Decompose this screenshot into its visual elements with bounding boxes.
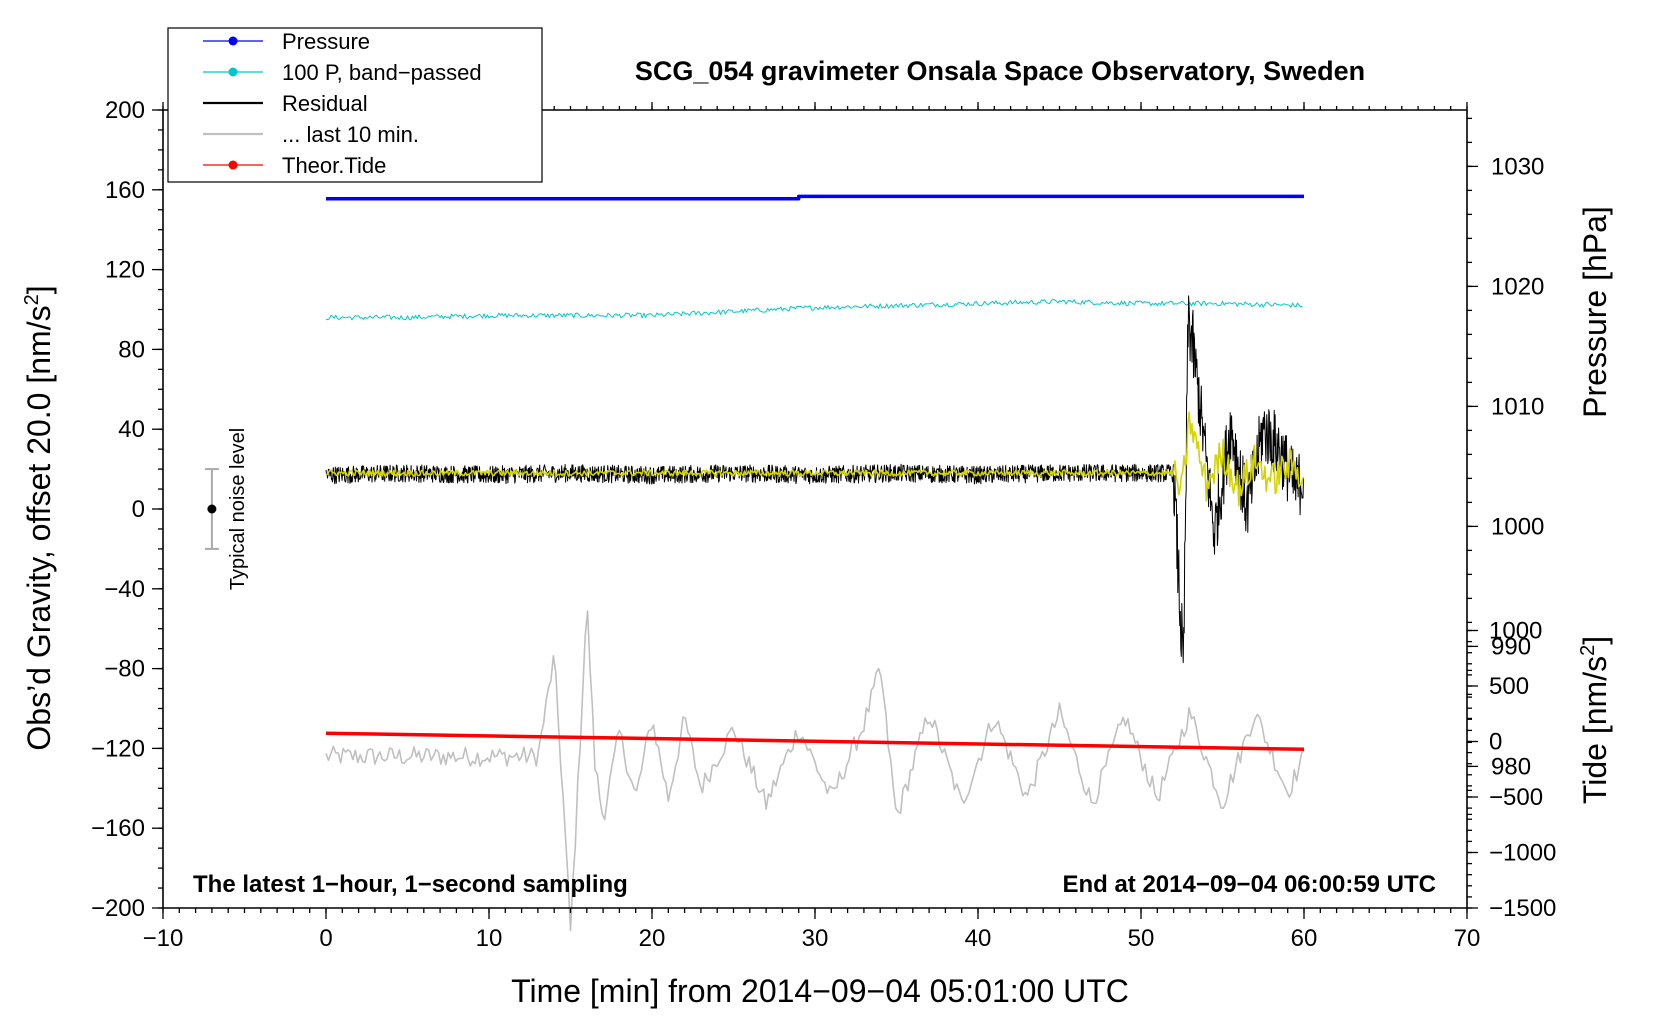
series-residual-filtered: [325, 411, 1305, 507]
y-tick-label: 80: [118, 336, 145, 363]
x-tick-label: 50: [1128, 925, 1155, 952]
x-tick-label: 30: [802, 925, 829, 952]
series-residual: [325, 295, 1304, 664]
legend-label: ... last 10 min.: [282, 122, 419, 147]
y-tick-label: 160: [105, 177, 145, 204]
y-axis-label-main-text: Obs’d Gravity, offset 20.0 [nm/s: [21, 305, 57, 750]
x-tick-label: 0: [319, 925, 332, 952]
legend-label: Residual: [282, 91, 368, 116]
y-tick-label: −80: [104, 656, 145, 683]
x-axis-label: Time [min] from 2014−09−04 05:01:00 UTC: [511, 973, 1129, 1009]
y-axis-label-tide-text: Tide [nm/s: [1577, 656, 1613, 804]
pressure-tick-label: 1000: [1491, 513, 1544, 540]
series-last-10-min: [325, 610, 1305, 932]
y-axis-label-tide-sup: 2: [1577, 645, 1599, 656]
y-axis-label-tide: Tide [nm/s2]: [1577, 636, 1613, 804]
legend-marker: [228, 160, 238, 170]
series-theor-tide: [325, 731, 1305, 752]
noise-label: Typical noise level: [227, 428, 249, 590]
annotation-sampling: The latest 1−hour, 1−second sampling: [193, 871, 628, 898]
legend: Pressure 100 P, band−passed Residual ... la…: [167, 27, 543, 183]
x-tick-label: 60: [1291, 925, 1318, 952]
legend-label: 100 P, band−passed: [282, 60, 482, 85]
y-tick-label: 200: [105, 97, 145, 124]
legend-label: Pressure: [282, 29, 370, 54]
y-tick-label: 120: [105, 257, 145, 284]
x-tick-label: 40: [965, 925, 992, 952]
legend-marker: [228, 67, 238, 77]
legend-box: [167, 27, 543, 183]
y-tick-label: −40: [104, 576, 145, 603]
tide-tick-label: 0: [1489, 729, 1502, 756]
pressure-tick-label: 1030: [1491, 153, 1544, 180]
pressure-tick-label: 990: [1491, 633, 1531, 660]
y-tick-label: −200: [91, 895, 145, 922]
series-band-passed-pressure: [325, 298, 1303, 321]
pressure-tick-label: 980: [1491, 753, 1531, 780]
annotation-end-time: End at 2014−09−04 06:00:59 UTC: [1062, 871, 1436, 898]
legend-marker: [228, 36, 238, 46]
y-tick-label: −120: [91, 735, 145, 762]
y-axis-label-main-sup: 2: [21, 294, 43, 305]
tide-tick-label: −1500: [1489, 895, 1556, 922]
y-axis-label-main-end: ]: [21, 285, 57, 294]
y-axis-label-tide-end: ]: [1577, 636, 1613, 645]
x-tick-label: −10: [143, 925, 184, 952]
noise-dot: [207, 504, 217, 514]
y-tick-label: 40: [118, 416, 145, 443]
tide-tick-label: −1000: [1489, 840, 1556, 867]
y-tick-label: −160: [91, 815, 145, 842]
pressure-tick-label: 1010: [1491, 393, 1544, 420]
y-axis-label-main: Obs’d Gravity, offset 20.0 [nm/s2]: [21, 285, 57, 750]
x-tick-label: 10: [476, 925, 503, 952]
pressure-tick-label: 1020: [1491, 273, 1544, 300]
chart-title: SCG_054 gravimeter Onsala Space Observat…: [635, 56, 1365, 86]
y-tick-label: 0: [132, 496, 145, 523]
tide-tick-label: 1000: [1489, 618, 1542, 645]
legend-items: Pressure 100 P, band−passed Residual ... la…: [203, 29, 482, 178]
x-tick-label: 20: [639, 925, 666, 952]
tide-tick-label: −500: [1489, 784, 1543, 811]
ticks-layer: −10 0 10 20 30 40 50 60 7020016012080400−40−80−1…: [91, 97, 1556, 952]
axes-layer: [162, 109, 1468, 909]
series-pressure: [326, 194, 1304, 201]
tide-tick-label: 500: [1489, 673, 1529, 700]
legend-label: Theor.Tide: [282, 153, 386, 178]
y-axis-label-pressure: Pressure [hPa]: [1577, 206, 1613, 418]
series-layer: [325, 194, 1305, 932]
x-tick-label: 70: [1454, 925, 1481, 952]
noise-indicator: Typical noise level: [204, 428, 249, 590]
